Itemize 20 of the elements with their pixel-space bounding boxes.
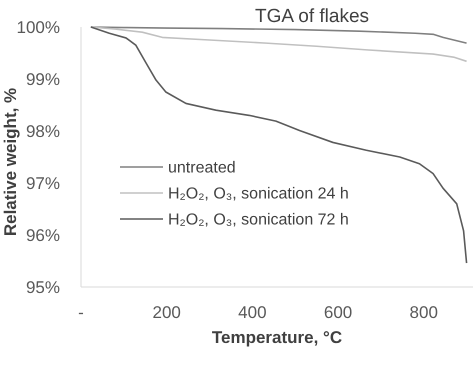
- y-axis-title: Relative weight, %: [1, 88, 20, 236]
- x-tick-label: -: [78, 303, 84, 322]
- x-tick-label: 200: [152, 303, 181, 322]
- y-tick-label: 98%: [26, 122, 60, 141]
- y-tick-label: 100%: [16, 18, 60, 37]
- y-tick-label: 97%: [26, 174, 60, 193]
- legend-label: H₂O₂, O₃, sonication 24 h: [168, 186, 349, 203]
- x-tick-label: 800: [410, 303, 438, 322]
- legend-label: untreated: [168, 160, 236, 177]
- y-tick-label: 99%: [26, 70, 60, 89]
- y-tick-label: 95%: [26, 278, 60, 297]
- line-series: [90, 26, 468, 44]
- chart-title: TGA of flakes: [254, 6, 370, 27]
- x-axis-title: Temperature, °C: [212, 328, 342, 347]
- legend-label: H₂O₂, O₃, sonication 72 h: [168, 212, 349, 229]
- x-tick-label: 400: [238, 303, 267, 322]
- line-series: [90, 26, 468, 264]
- x-tick-label: 600: [324, 303, 352, 322]
- line-series: [90, 26, 468, 62]
- y-tick-label: 96%: [26, 226, 60, 245]
